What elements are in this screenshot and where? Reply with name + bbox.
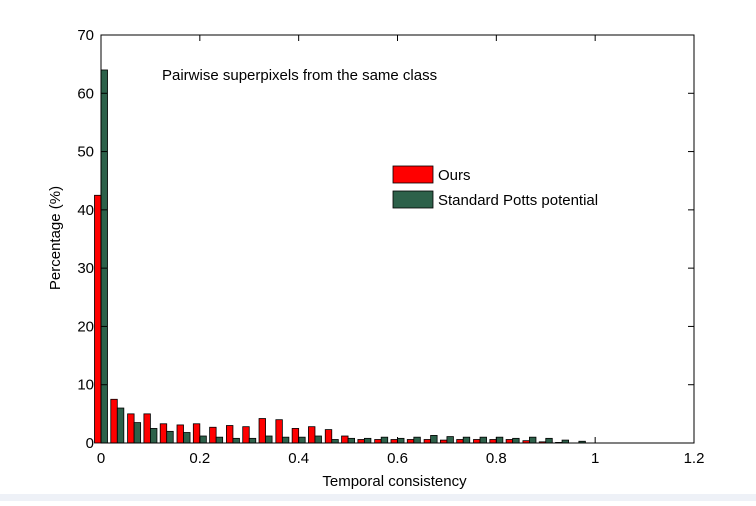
bar-ours-4 — [159, 423, 168, 444]
bar-potts-15 — [347, 437, 355, 444]
bar-potts-4 — [166, 430, 174, 444]
bar-potts-1 — [116, 407, 125, 444]
bar-potts-20 — [430, 435, 438, 444]
bar-potts-24 — [495, 436, 504, 444]
bar-ours-1 — [110, 398, 118, 444]
x-tick-label: 1 — [591, 450, 599, 467]
bar-ours-19 — [406, 439, 415, 444]
bar-potts-25 — [512, 437, 520, 444]
y-tick-label: 40 — [77, 202, 94, 219]
bar-ours-17 — [374, 439, 382, 444]
bar-potts-17 — [380, 436, 389, 444]
x-tick-label: 0.2 — [189, 450, 210, 467]
x-tick-label: 0 — [97, 450, 105, 467]
bar-potts-8 — [232, 437, 240, 444]
bar-ours-23 — [473, 439, 481, 444]
bar-potts-7 — [215, 436, 224, 444]
bar-ours-25 — [505, 439, 514, 444]
axes-box — [100, 34, 695, 444]
x-tick-label: 1.2 — [684, 450, 705, 467]
y-tick-label: 50 — [77, 144, 94, 161]
bar-ours-24 — [489, 439, 497, 444]
bar-ours-20 — [423, 439, 432, 444]
y-tick-label: 0 — [86, 435, 94, 452]
y-tick-label: 20 — [77, 318, 94, 335]
x-tick-label: 0.8 — [486, 450, 507, 467]
bar-ours-7 — [209, 426, 217, 444]
y-tick-label: 30 — [77, 260, 94, 277]
bar-ours-9 — [242, 426, 250, 444]
bar-potts-12 — [298, 436, 306, 444]
legend-swatch-potts — [392, 190, 434, 209]
bar-potts-16 — [363, 437, 372, 444]
bar-ours-11 — [275, 419, 283, 444]
bar-ours-8 — [226, 425, 234, 444]
bar-potts-0 — [100, 69, 108, 444]
bottom-strip — [0, 494, 756, 501]
bar-potts-18 — [397, 437, 405, 444]
bar-potts-10 — [265, 435, 273, 444]
bar-ours-10 — [258, 418, 266, 444]
bar-potts-21 — [446, 436, 454, 444]
x-tick-label: 0.6 — [387, 450, 408, 467]
y-tick-label: 60 — [77, 85, 94, 102]
x-tick-label: 0.4 — [288, 450, 309, 467]
bar-potts-27 — [545, 437, 553, 444]
bar-potts-5 — [183, 432, 191, 444]
bar-ours-22 — [456, 439, 464, 444]
bar-potts-19 — [413, 436, 421, 444]
bar-potts-13 — [314, 435, 322, 444]
legend-label-potts: Standard Potts potential — [438, 192, 598, 209]
bar-potts-9 — [248, 437, 257, 444]
bar-potts-26 — [529, 436, 537, 444]
y-tick-label: 70 — [77, 27, 94, 44]
bar-ours-13 — [308, 426, 316, 444]
bar-potts-2 — [133, 422, 142, 444]
bar-potts-6 — [199, 435, 207, 444]
bar-potts-11 — [281, 436, 290, 444]
bar-ours-16 — [357, 439, 365, 444]
bar-ours-18 — [390, 439, 398, 444]
bar-ours-0 — [94, 194, 102, 444]
legend-label-ours: Ours — [438, 167, 471, 184]
chart-annotation: Pairwise superpixels from the same class — [162, 67, 437, 84]
bar-ours-14 — [324, 429, 333, 444]
bar-ours-6 — [192, 423, 201, 444]
ticks-layer: 0 0.2 0.4 0.6 0.8 1 1.2 0 10 20 30 40 50 60 70 — [77, 27, 704, 467]
bar-potts-3 — [150, 428, 158, 444]
bar-ours-3 — [143, 413, 151, 444]
bar-ours-15 — [341, 435, 349, 444]
bar-potts-14 — [331, 439, 339, 444]
y-axis-label: Percentage (%) — [47, 186, 64, 290]
bar-potts-23 — [479, 436, 487, 444]
bars-layer — [94, 69, 586, 444]
x-axis-label: Temporal consistency — [322, 473, 467, 490]
bar-potts-22 — [462, 436, 471, 444]
bar-ours-12 — [291, 428, 300, 444]
legend-swatch-ours — [392, 165, 434, 184]
bar-ours-5 — [176, 424, 184, 444]
bar-ours-2 — [127, 413, 135, 444]
legend: Ours Standard Potts potential — [392, 165, 598, 209]
y-tick-label: 10 — [77, 377, 94, 394]
